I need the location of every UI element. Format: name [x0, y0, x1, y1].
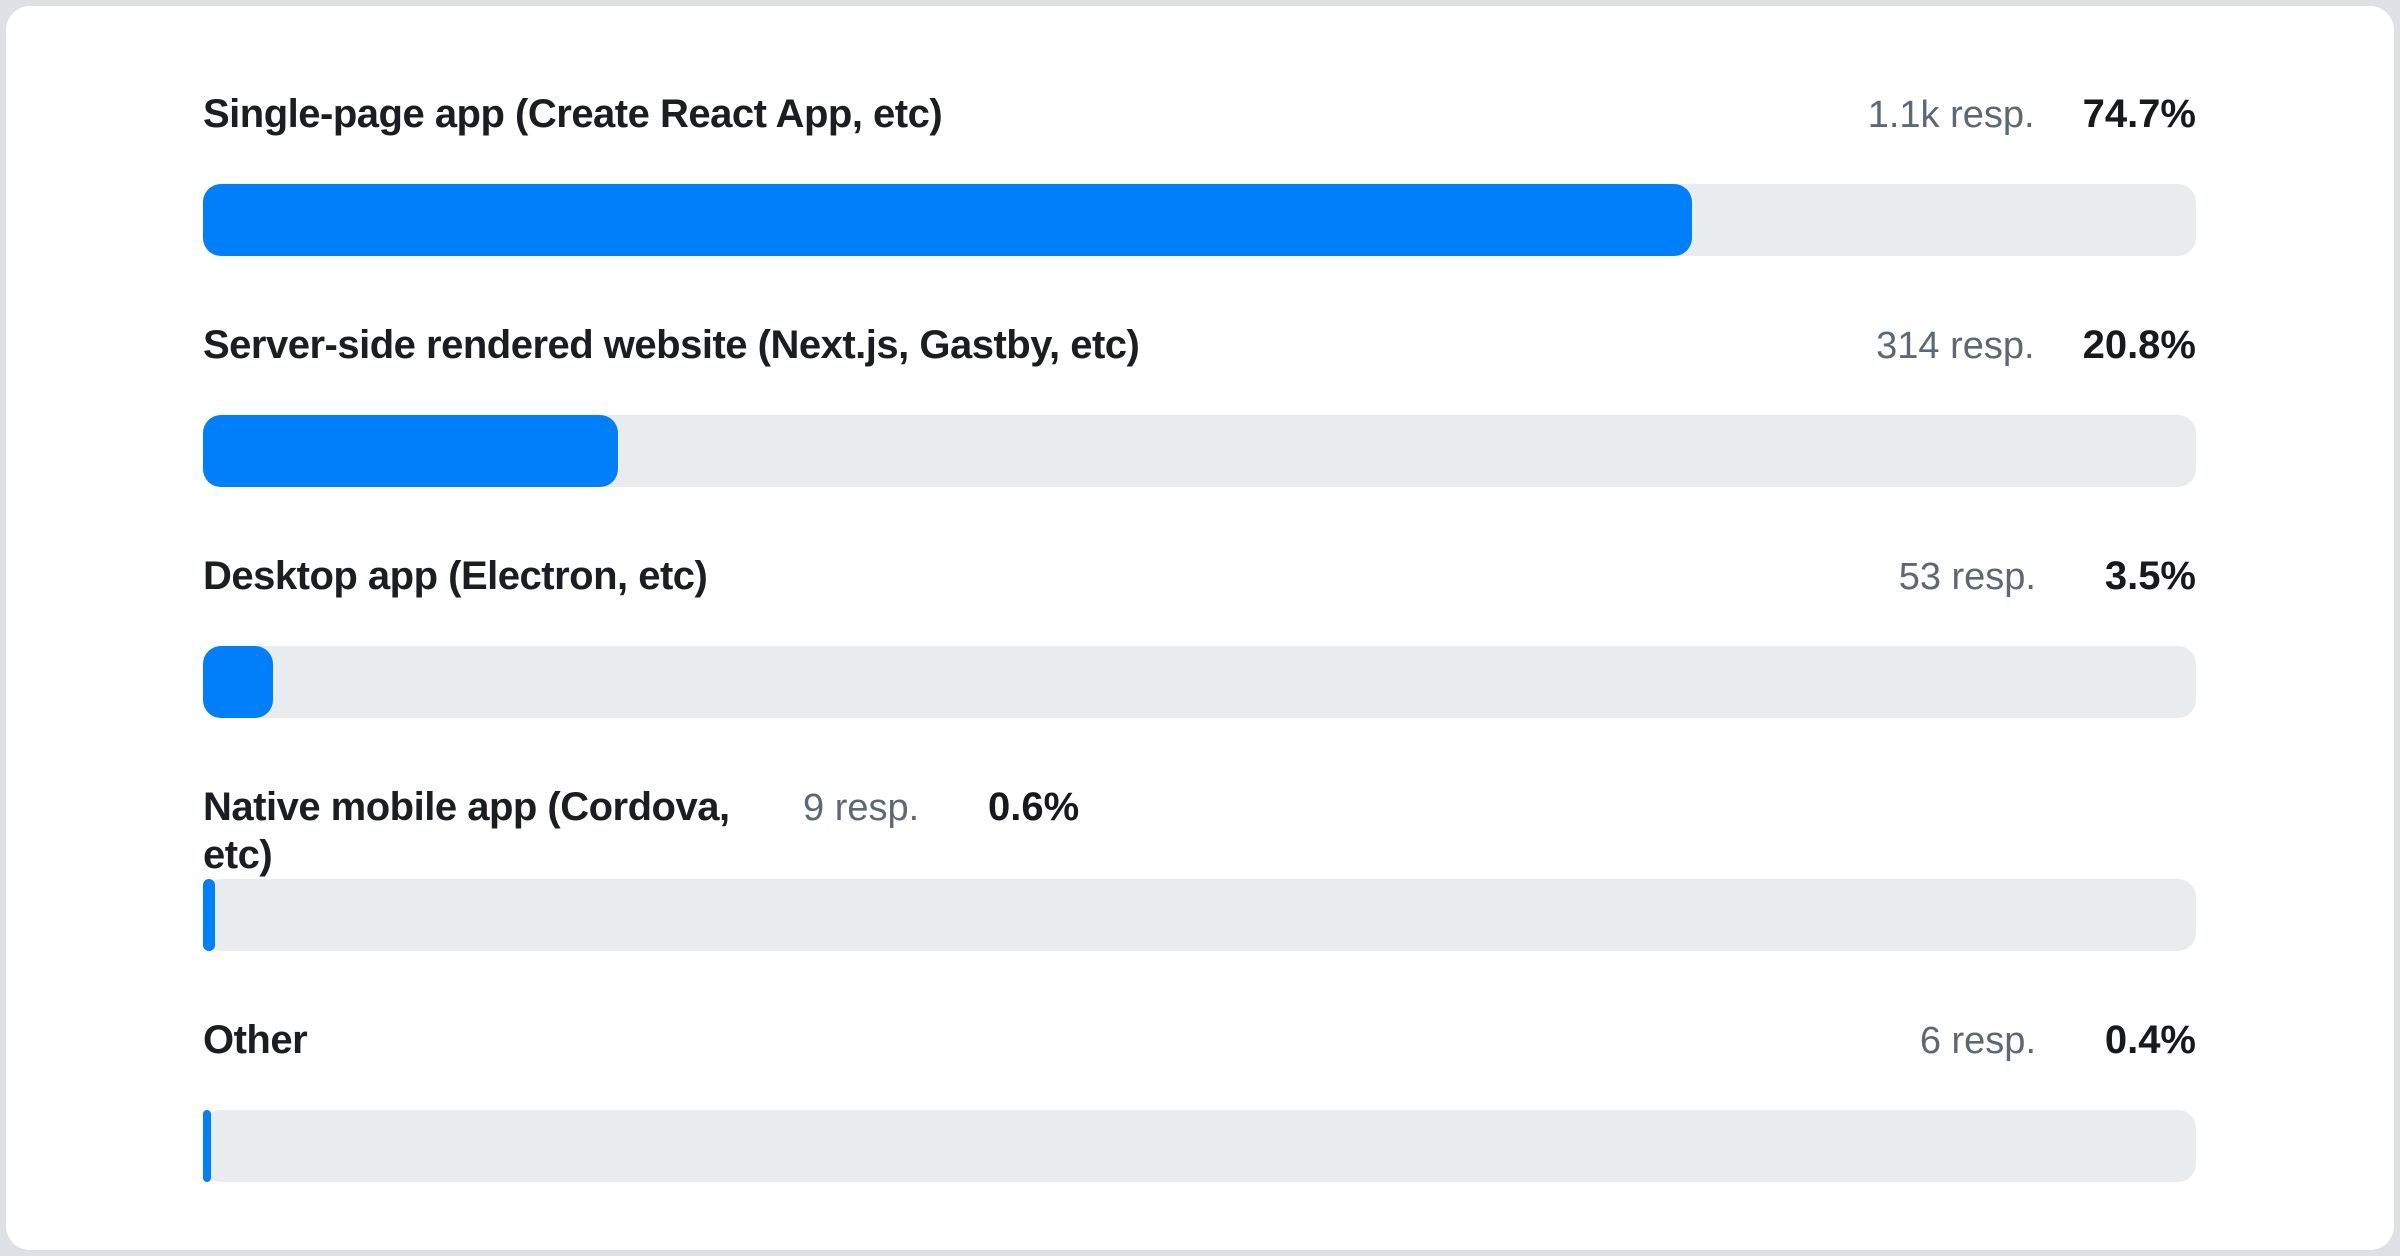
- row-header: Native mobile app (Cordova, etc) 9 resp.…: [203, 783, 2196, 879]
- row-stats: 53 resp. 3.5%: [1899, 552, 2196, 601]
- response-count: 9 resp.: [803, 787, 920, 829]
- bar-fill: [203, 646, 273, 718]
- answer-label: Native mobile app (Cordova, etc): [203, 785, 730, 877]
- bar-track: [203, 415, 2196, 487]
- bar-track: [203, 646, 2196, 718]
- survey-row-single-page-app: Single-page app (Create React App, etc) …: [203, 90, 2196, 256]
- bar-fill: [203, 184, 1692, 256]
- percentage-value: 0.6%: [988, 785, 1080, 829]
- response-count: 53 resp.: [1898, 556, 2036, 598]
- percentage-value: 20.8%: [2082, 323, 2196, 367]
- bar-fill: [203, 1110, 211, 1182]
- response-count: 6 resp.: [1919, 1020, 2036, 1062]
- bar-fill: [203, 415, 618, 487]
- answer-label: Single-page app (Create React App, etc): [203, 92, 943, 136]
- response-count: 1.1k resp.: [1867, 94, 2035, 136]
- row-stats: 314 resp. 20.8%: [1876, 321, 2196, 370]
- row-stats: 9 resp. 0.6%: [803, 783, 1079, 832]
- bar-fill: [203, 879, 215, 951]
- survey-row-other: Other 6 resp. 0.4%: [203, 1016, 2196, 1182]
- answer-label: Server-side rendered website (Next.js, G…: [203, 323, 1140, 367]
- survey-row-native-mobile-app: Native mobile app (Cordova, etc) 9 resp.…: [203, 783, 2196, 951]
- row-stats: 6 resp. 0.4%: [1920, 1016, 2196, 1065]
- response-count: 314 resp.: [1876, 325, 2035, 367]
- row-stats: 1.1k resp. 74.7%: [1868, 90, 2196, 139]
- bar-track: [203, 1110, 2196, 1182]
- row-header: Server-side rendered website (Next.js, G…: [203, 321, 2196, 415]
- survey-row-server-side-rendered: Server-side rendered website (Next.js, G…: [203, 321, 2196, 487]
- percentage-value: 3.5%: [2104, 554, 2196, 598]
- answer-label: Other: [203, 1018, 308, 1062]
- bar-track: [203, 879, 2196, 951]
- bar-track: [203, 184, 2196, 256]
- percentage-value: 74.7%: [2082, 92, 2196, 136]
- percentage-value: 0.4%: [2104, 1018, 2196, 1062]
- row-header: Single-page app (Create React App, etc) …: [203, 90, 2196, 184]
- answer-label: Desktop app (Electron, etc): [203, 554, 708, 598]
- row-header: Other 6 resp. 0.4%: [203, 1016, 2196, 1110]
- survey-results-card: Single-page app (Create React App, etc) …: [6, 6, 2394, 1250]
- survey-row-desktop-app: Desktop app (Electron, etc) 53 resp. 3.5…: [203, 552, 2196, 718]
- row-header: Desktop app (Electron, etc) 53 resp. 3.5…: [203, 552, 2196, 646]
